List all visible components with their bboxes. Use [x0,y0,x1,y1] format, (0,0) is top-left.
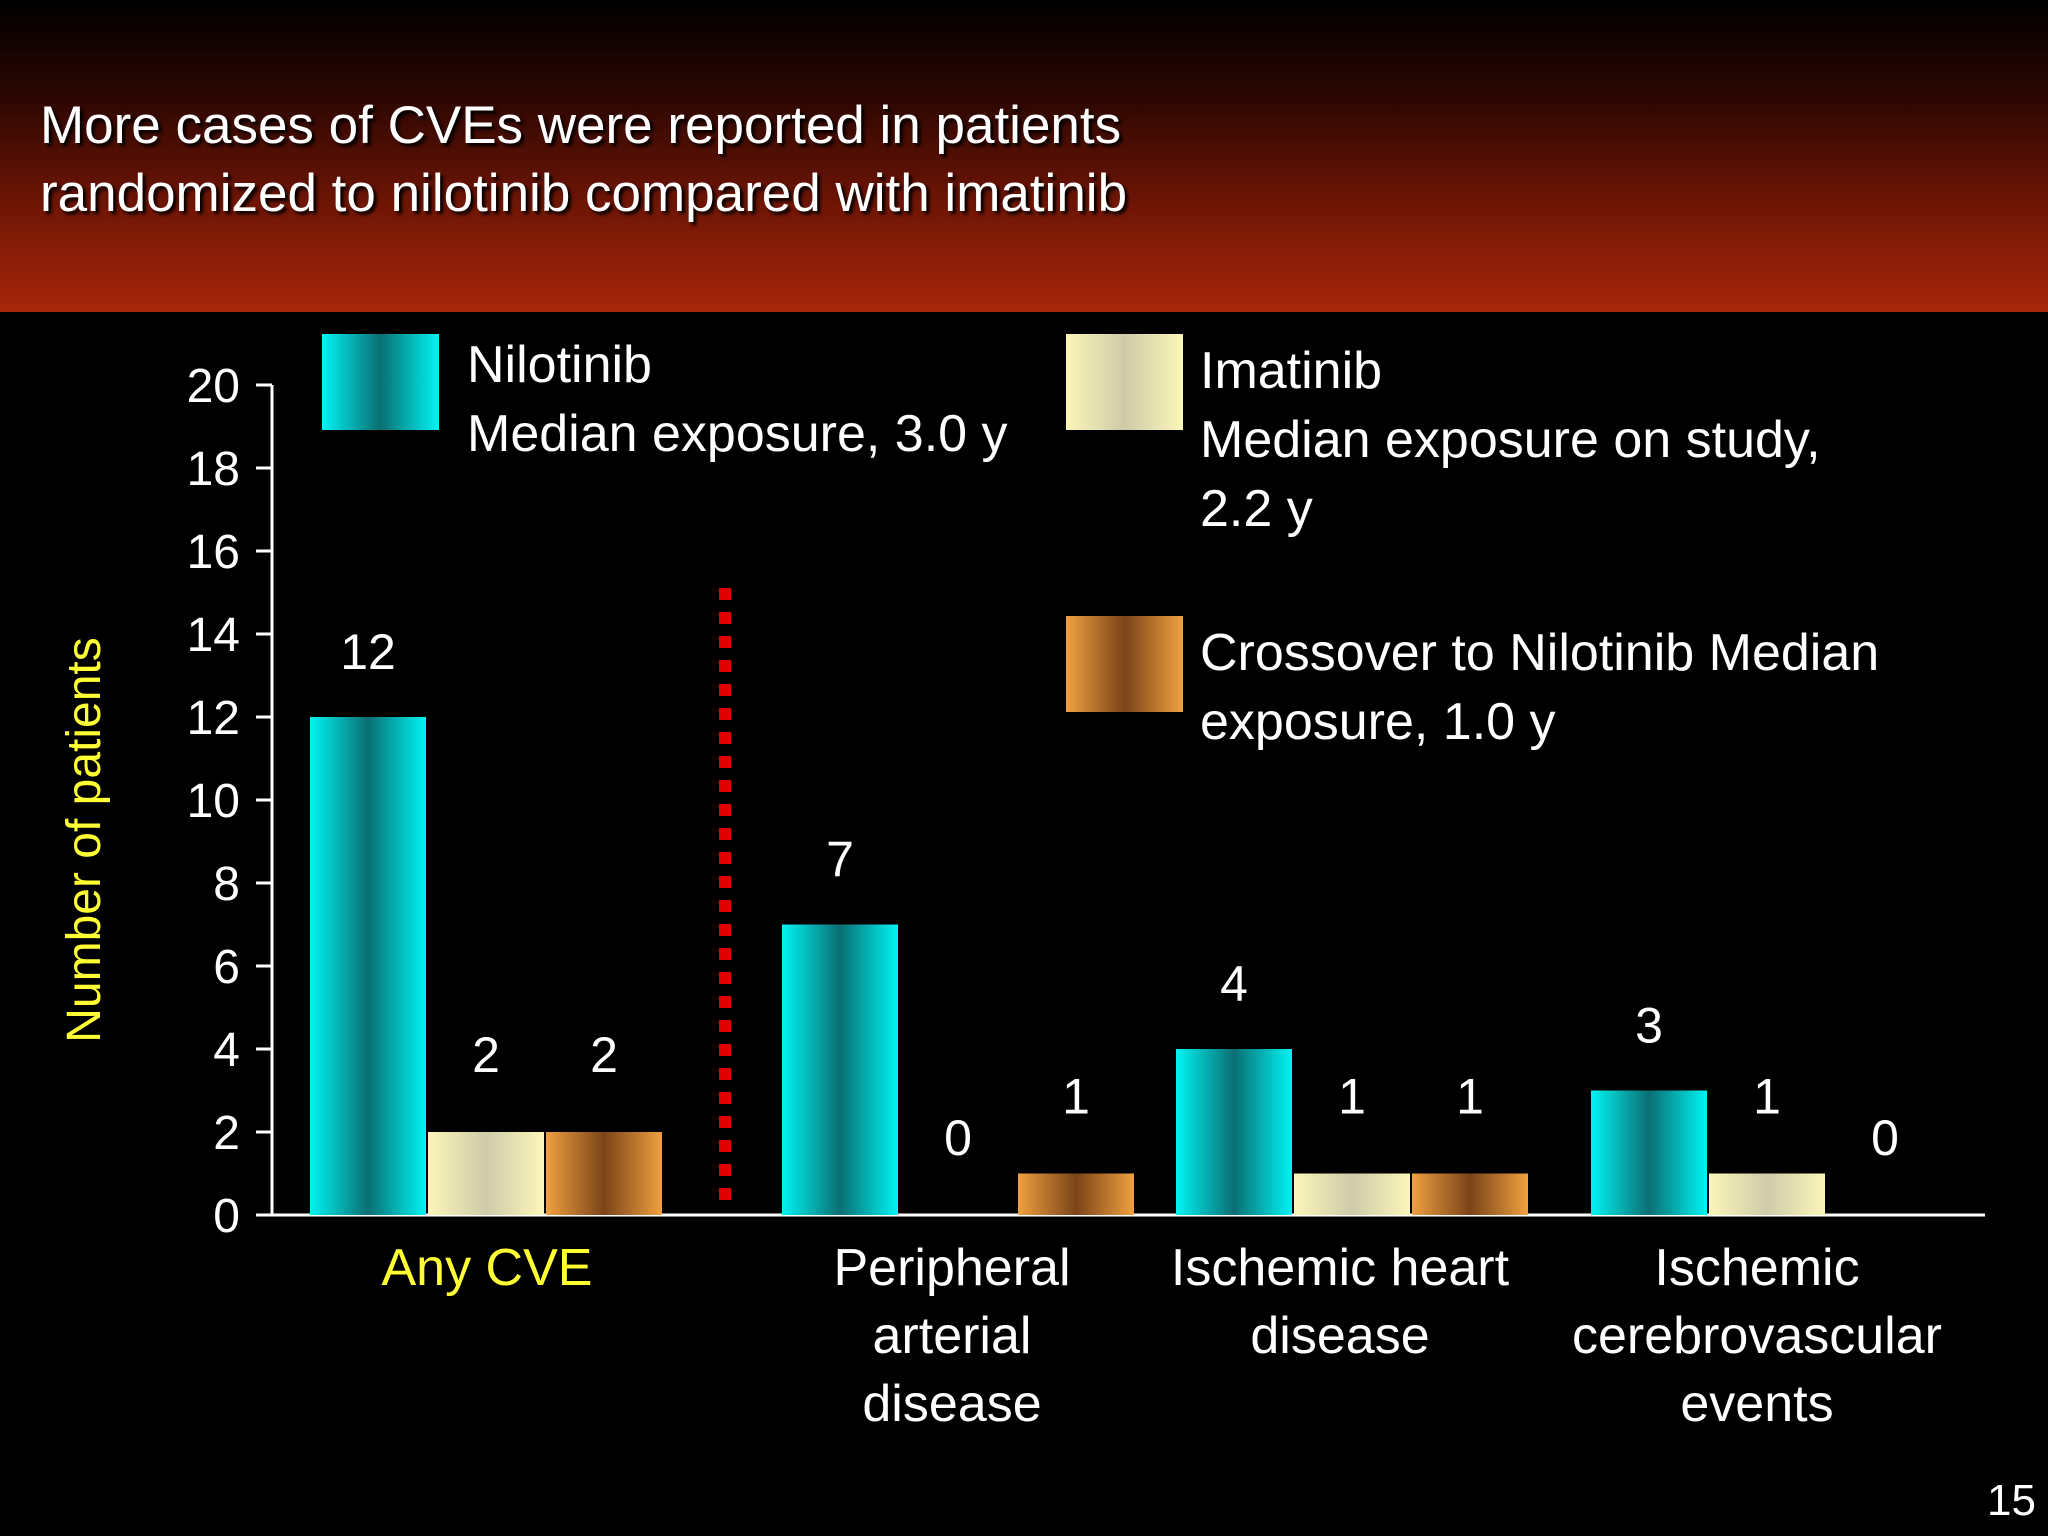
bar-nilotinib-2 [1176,1049,1292,1215]
bar-nilotinib-0 [310,717,426,1215]
bar-value-label-imatinib-0: 2 [472,1027,500,1083]
y-axis-label: Number of patients [58,637,111,1043]
category-label-1-line-0: Peripheral [833,1239,1070,1297]
bar-value-label-nilotinib-2: 4 [1220,956,1248,1012]
legend-swatch-crossover [1066,616,1183,712]
bar-value-label-imatinib-1: 0 [944,1110,972,1166]
title-banner [0,0,2048,312]
category-label-1-line-1: arterial [873,1307,1032,1365]
bar-value-label-nilotinib-3: 3 [1635,998,1663,1054]
y-tick-label: 14 [187,609,240,662]
bar-nilotinib-3 [1591,1090,1707,1215]
bar-crossover-0 [546,1132,662,1215]
legend-label-crossover-line-1: exposure, 1.0 y [1200,693,1556,751]
legend-label-nilotinib-line-1: Median exposure, 3.0 y [467,405,1008,463]
legend-label-imatinib-line-0: Imatinib [1200,342,1382,400]
y-tick-label: 20 [187,360,240,413]
bar-crossover-2 [1412,1173,1528,1215]
bar-value-label-nilotinib-1: 7 [826,832,854,888]
legend-swatch-imatinib [1066,334,1183,430]
category-label-2-line-1: disease [1250,1307,1429,1365]
y-tick-label: 10 [187,775,240,828]
bar-value-label-crossover-1: 1 [1062,1069,1090,1125]
bar-value-label-imatinib-2: 1 [1338,1069,1366,1125]
legend-label-crossover-line-0: Crossover to Nilotinib Median [1200,624,1879,682]
y-tick-label: 6 [213,941,240,994]
category-label-3-line-2: events [1680,1375,1833,1433]
slide-title-line-2: randomized to nilotinib compared with im… [40,164,1128,223]
y-tick-label: 18 [187,443,240,496]
y-tick-label: 4 [213,1024,240,1077]
category-label-1-line-2: disease [862,1375,1041,1433]
bar-imatinib-0 [428,1132,544,1215]
bar-nilotinib-1 [782,924,898,1215]
bar-crossover-1 [1018,1173,1134,1215]
y-tick-label: 16 [187,526,240,579]
bar-value-label-crossover-3: 0 [1871,1110,1899,1166]
legend-label-imatinib-line-2: 2.2 y [1200,480,1313,538]
bar-value-label-imatinib-3: 1 [1753,1069,1781,1125]
y-tick-label: 12 [187,692,240,745]
category-label-0-line-0: Any CVE [382,1239,593,1297]
legend-label-nilotinib-line-0: Nilotinib [467,336,652,394]
slide-title-line-1: More cases of CVEs were reported in pati… [40,96,1122,155]
category-label-3-line-1: cerebrovascular [1572,1307,1942,1365]
legend-label-imatinib-line-1: Median exposure on study, [1200,411,1821,469]
y-tick-label: 2 [213,1107,240,1160]
y-tick-label: 0 [213,1190,240,1243]
bar-imatinib-2 [1294,1173,1410,1215]
y-tick-label: 8 [213,858,240,911]
bar-value-label-crossover-0: 2 [590,1027,618,1083]
category-label-3-line-0: Ischemic [1654,1239,1859,1297]
page-number: 15 [1987,1476,2036,1525]
slide-title: More cases of CVEs were reported in pati… [40,92,1740,228]
category-label-2-line-0: Ischemic heart [1171,1239,1510,1297]
bar-imatinib-3 [1709,1173,1825,1215]
bar-value-label-crossover-2: 1 [1456,1069,1484,1125]
legend-swatch-nilotinib [322,334,439,430]
bar-value-label-nilotinib-0: 12 [340,624,396,680]
